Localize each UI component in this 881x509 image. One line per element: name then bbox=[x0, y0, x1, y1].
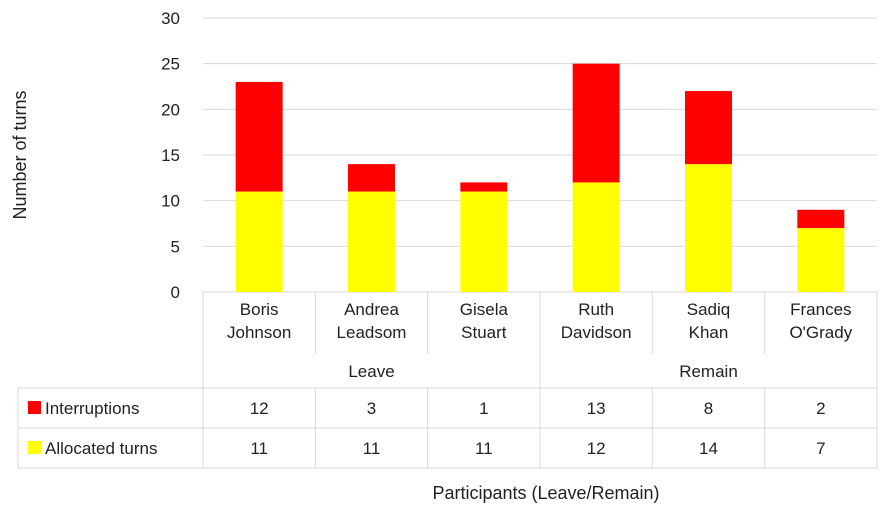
category-label: Andrea bbox=[344, 300, 399, 319]
bar-allocated-turns bbox=[572, 182, 620, 292]
category-label: Sadiq bbox=[687, 300, 730, 319]
table-cell: 7 bbox=[816, 439, 825, 458]
bar-allocated-turns bbox=[685, 164, 732, 292]
bar-interruptions bbox=[460, 182, 508, 192]
category-label: Johnson bbox=[227, 323, 291, 342]
table-cell: 8 bbox=[704, 399, 713, 418]
bar-interruptions bbox=[685, 91, 732, 165]
y-axis-title: Number of turns bbox=[10, 90, 30, 219]
y-axis-tick-labels: 0 5 10 15 20 25 30 bbox=[161, 9, 180, 302]
table-cell: 1 bbox=[479, 399, 488, 418]
category-label: Frances bbox=[790, 300, 851, 319]
category-label: Boris bbox=[240, 300, 279, 319]
bar-allocated-turns bbox=[235, 191, 283, 292]
category-label: O'Grady bbox=[789, 323, 852, 342]
group-labels: Leave Remain bbox=[348, 362, 737, 381]
y-tick-label: 30 bbox=[161, 9, 180, 28]
category-label: Davidson bbox=[561, 323, 632, 342]
table-cell: 14 bbox=[699, 439, 718, 458]
table-cell: 12 bbox=[587, 439, 606, 458]
table-cell: 13 bbox=[587, 399, 606, 418]
category-label: Stuart bbox=[461, 323, 507, 342]
y-tick-label: 20 bbox=[161, 100, 180, 119]
legend-key bbox=[28, 401, 41, 414]
x-axis-title: Participants (Leave/Remain) bbox=[432, 483, 659, 503]
category-label: Khan bbox=[689, 323, 729, 342]
legend-label: Allocated turns bbox=[45, 439, 157, 458]
bar-interruptions bbox=[235, 81, 283, 192]
bar-allocated-turns bbox=[348, 191, 395, 292]
bar-interruptions bbox=[797, 209, 845, 229]
category-label: Leadsom bbox=[337, 323, 407, 342]
category-labels: Boris Johnson Andrea Leadsom Gisela Stuart Rut… bbox=[227, 300, 853, 342]
y-tick-label: 5 bbox=[171, 237, 180, 256]
data-table-rows: Interruptions 12 3 1 13 8 2 Allocated turns 11 11… bbox=[28, 399, 826, 458]
table-cell: 11 bbox=[250, 439, 268, 458]
y-tick-label: 25 bbox=[161, 55, 180, 74]
bar-interruptions bbox=[348, 164, 395, 192]
table-cell: 2 bbox=[816, 399, 825, 418]
table-cell: 11 bbox=[475, 439, 493, 458]
bar-allocated-turns bbox=[460, 191, 508, 292]
table-cell: 3 bbox=[367, 399, 376, 418]
legend-key bbox=[28, 441, 41, 454]
table-cell: 11 bbox=[363, 439, 381, 458]
bar-allocated-turns bbox=[797, 228, 845, 292]
y-tick-label: 0 bbox=[171, 283, 180, 302]
bars bbox=[235, 63, 845, 292]
bar-interruptions bbox=[572, 63, 620, 183]
y-tick-label: 15 bbox=[161, 146, 180, 165]
category-label: Ruth bbox=[578, 300, 614, 319]
table-cell: 12 bbox=[250, 399, 269, 418]
y-tick-label: 10 bbox=[161, 192, 180, 211]
category-label: Gisela bbox=[460, 300, 509, 319]
gridlines bbox=[203, 17, 877, 293]
group-label: Remain bbox=[679, 362, 738, 381]
data-table-lines bbox=[17, 292, 878, 469]
legend-label: Interruptions bbox=[45, 399, 140, 418]
group-label: Leave bbox=[348, 362, 394, 381]
